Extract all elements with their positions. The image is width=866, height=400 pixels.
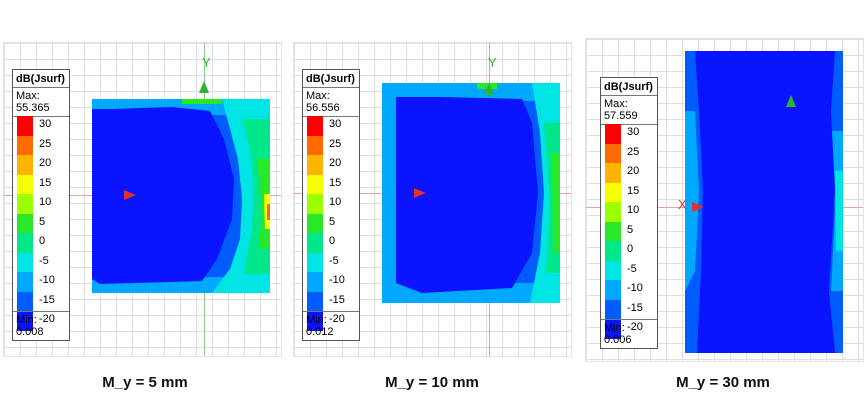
legend-swatch xyxy=(307,116,323,136)
legend-swatch xyxy=(307,272,323,292)
legend-swatch xyxy=(17,252,33,272)
legend-swatch xyxy=(307,311,323,331)
legend-tick-label: 15 xyxy=(39,176,52,189)
legend-tick-label: 10 xyxy=(627,204,640,216)
legend-swatch xyxy=(605,299,621,319)
y-axis-arrow-icon xyxy=(199,81,209,93)
color-legend: dB(Jsurf) Max: 56.556 30 25 20 15 10 5 0 -5 -10 -… xyxy=(302,69,360,341)
legend-tick-label: 30 xyxy=(329,118,342,130)
legend-tick-label: 5 xyxy=(627,223,634,236)
legend-max: Max: 55.365 xyxy=(13,88,69,117)
legend-swatch xyxy=(605,124,621,144)
y-axis-arrow-icon xyxy=(484,83,494,95)
legend-swatch xyxy=(605,163,621,183)
legend-tick-label: -15 xyxy=(627,301,643,314)
legend-swatch xyxy=(17,272,33,292)
legend-max: Max: 56.556 xyxy=(303,88,359,117)
legend-swatch xyxy=(605,202,621,222)
legend-tick-label: 5 xyxy=(39,215,46,228)
legend-title: dB(Jsurf) xyxy=(13,70,69,88)
legend-swatch xyxy=(17,233,33,253)
legend-min: Min: 0.008 xyxy=(13,311,69,340)
legend-tick-label: 25 xyxy=(39,137,52,150)
x-axis-arrow-icon xyxy=(692,202,704,212)
legend-tick-label: 10 xyxy=(39,196,52,208)
legend-tick-label: 15 xyxy=(627,184,640,197)
legend-swatch xyxy=(307,252,323,272)
legend-tick-label: 0 xyxy=(39,235,46,247)
legend-swatch xyxy=(17,116,33,136)
legend-tick-label: 0 xyxy=(329,235,336,247)
legend-swatch xyxy=(605,319,621,339)
legend-tick-label: -5 xyxy=(627,262,637,275)
caption-panel-3: M_y = 30 mm xyxy=(676,374,770,391)
legend-title: dB(Jsurf) xyxy=(601,78,657,96)
y-axis-label: Y xyxy=(488,55,497,70)
legend-tick-label: 30 xyxy=(39,118,52,130)
legend-tick-label: 10 xyxy=(329,196,342,208)
current-density-plate xyxy=(382,83,560,303)
legend-swatch xyxy=(605,260,621,280)
legend-swatch xyxy=(17,155,33,175)
y-axis-arrow-icon xyxy=(786,95,796,107)
legend-tick-label: -15 xyxy=(329,293,345,306)
y-axis-label: Y xyxy=(202,55,211,70)
legend-tick-label: 20 xyxy=(329,157,342,169)
x-axis-arrow-icon xyxy=(414,188,426,198)
legend-swatch xyxy=(605,143,621,163)
legend-swatch xyxy=(17,135,33,155)
color-legend: dB(Jsurf) Max: 55.365 30 25 20 15 10 5 0 -5 -10 -… xyxy=(12,69,70,341)
legend-swatch xyxy=(605,280,621,300)
legend-title: dB(Jsurf) xyxy=(303,70,359,88)
plot-panel-1: Y dB(Jsurf) Max: 55.365 30 25 20 15 10 5 0 -5 -1… xyxy=(3,42,282,357)
legend-swatch xyxy=(307,174,323,194)
legend-tick-label: -20 xyxy=(627,321,643,333)
plot-panel-3: X dB(Jsurf) Max: 57.559 30 25 20 15 10 5 0 -5 -1… xyxy=(585,38,864,362)
legend-tick-label: 20 xyxy=(39,157,52,169)
legend-max: Max: 57.559 xyxy=(601,96,657,125)
legend-tick-label: -15 xyxy=(39,293,55,306)
legend-swatch xyxy=(605,221,621,241)
legend-tick-label: 25 xyxy=(627,145,640,158)
legend-tick-label: 15 xyxy=(329,176,342,189)
legend-tick-label: -20 xyxy=(39,313,55,325)
legend-tick-label: 5 xyxy=(329,215,336,228)
legend-tick-label: 30 xyxy=(627,126,640,138)
legend-min: Min: 0.012 xyxy=(303,311,359,340)
legend-swatch xyxy=(17,291,33,311)
legend-swatch xyxy=(307,155,323,175)
legend-swatch xyxy=(17,194,33,214)
legend-tick-label: -10 xyxy=(627,282,643,294)
legend-min: Min: 0.006 xyxy=(601,319,657,348)
legend-swatch xyxy=(17,311,33,331)
legend-tick-label: 0 xyxy=(627,243,634,255)
legend-tick-label: -5 xyxy=(329,254,339,267)
current-density-plate xyxy=(685,51,843,353)
legend-swatch xyxy=(307,194,323,214)
legend-tick-label: -20 xyxy=(329,313,345,325)
legend-swatch xyxy=(17,174,33,194)
legend-swatch xyxy=(605,241,621,261)
caption-panel-1: M_y = 5 mm xyxy=(102,374,188,391)
x-axis-arrow-icon xyxy=(124,190,136,200)
caption-panel-2: M_y = 10 mm xyxy=(385,374,479,391)
legend-swatch xyxy=(307,291,323,311)
color-legend: dB(Jsurf) Max: 57.559 30 25 20 15 10 5 0 -5 -10 -… xyxy=(600,77,658,349)
legend-tick-label: -10 xyxy=(329,274,345,286)
legend-tick-label: 25 xyxy=(329,137,342,150)
legend-swatch xyxy=(307,233,323,253)
legend-tick-label: -5 xyxy=(39,254,49,267)
x-axis-label: X xyxy=(678,197,687,212)
current-density-plate xyxy=(92,99,270,293)
legend-swatch xyxy=(605,182,621,202)
legend-tick-label: -10 xyxy=(39,274,55,286)
plot-panel-2: Y dB(Jsurf) Max: 56.556 30 25 20 15 10 5 0 -5 -1… xyxy=(293,42,572,357)
legend-swatch xyxy=(307,135,323,155)
legend-swatch xyxy=(17,213,33,233)
legend-tick-label: 20 xyxy=(627,165,640,177)
legend-swatch xyxy=(307,213,323,233)
